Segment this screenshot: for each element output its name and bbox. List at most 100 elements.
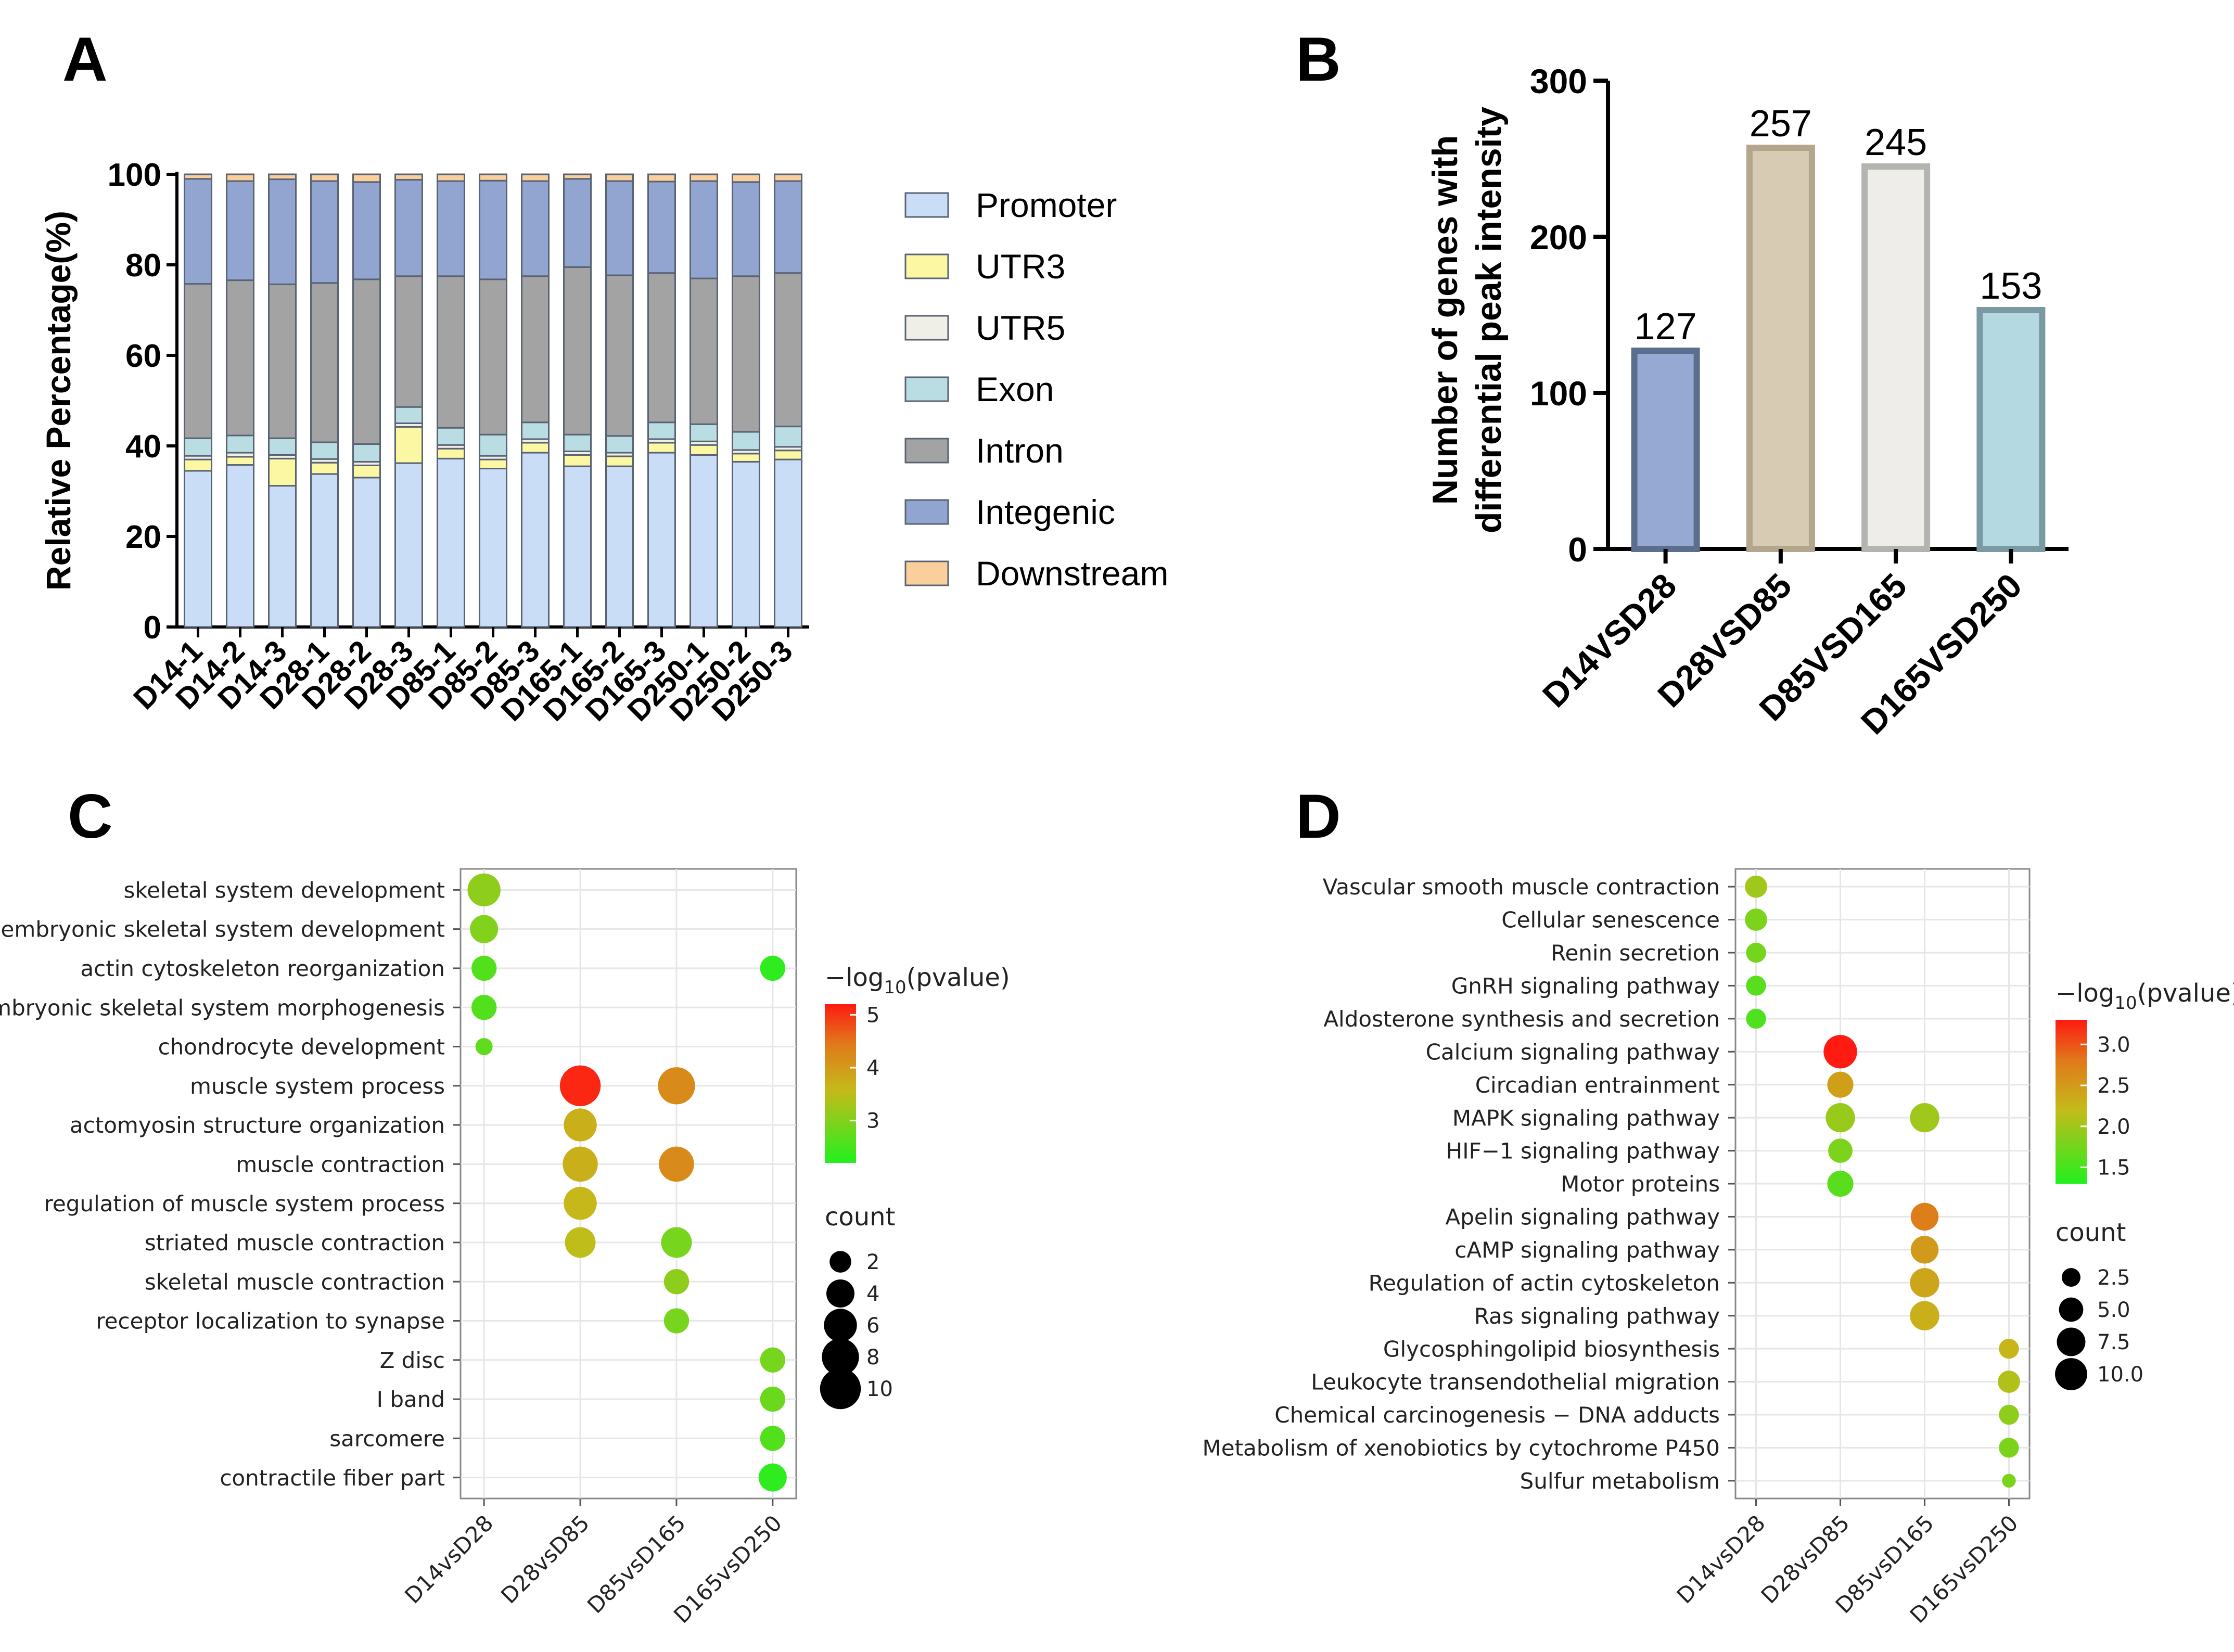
bar-segment-promoter-d250-2	[732, 460, 760, 628]
color-legend-bar	[825, 1004, 856, 1163]
size-legend-label: 8	[866, 1346, 879, 1369]
dot-d165vsd250-contractile-fiber-part	[758, 1463, 787, 1492]
y-category-label-vascular-smooth-muscle-contraction: Vascular smooth muscle contraction	[1323, 874, 1720, 900]
legend-label-downstream: Downstream	[976, 554, 1168, 593]
color-legend-title-prefix: −log	[2056, 979, 2114, 1008]
y-category-label-metabolism-of-xenobiotics-by-cytochrome-p450: Metabolism of xenobiotics by cytochrome …	[1203, 1436, 1720, 1461]
bar-segment-integenic-d250-2	[732, 181, 760, 277]
dot-d28vsd85-hif-1-signaling-pathway	[1828, 1138, 1853, 1163]
bar-segment-promoter-d165-1	[563, 465, 592, 628]
y-category-label-renin-secretion: Renin secretion	[1551, 940, 1720, 966]
size-legend-label: 4	[866, 1282, 879, 1306]
bar-value-label-d85vsd165: 245	[1865, 122, 1927, 163]
x-category-label-d85vsd165: D85vsD165	[582, 1510, 691, 1618]
bar-segment-intron-d85-2	[479, 278, 507, 436]
bar-segment-promoter-d165-2	[605, 465, 634, 628]
size-legend-label: 2.5	[2097, 1266, 2130, 1290]
bar-value-label-d28vsd85: 257	[1750, 103, 1812, 145]
bar-segment-integenic-d85-3	[521, 180, 550, 277]
y-category-label-contractile-fiber-part: contractile fiber part	[220, 1465, 445, 1491]
y-tick-label: 40	[125, 429, 161, 465]
y-category-label-receptor-localization-to-synapse: receptor localization to synapse	[96, 1309, 445, 1334]
dot-d85vsd165-regulation-of-actin-cytoskeleton	[1910, 1268, 1939, 1298]
dot-d28vsd85-striated-muscle-contraction	[565, 1227, 596, 1258]
bar-d14vsd28	[1631, 348, 1700, 552]
legend-swatch-downstream	[904, 560, 949, 586]
y-category-label-aldosterone-synthesis-and-secretion: Aldosterone synthesis and secretion	[1323, 1006, 1720, 1032]
y-category-label-regulation-of-muscle-system-process: regulation of muscle system process	[44, 1191, 445, 1216]
y-category-label-camp-signaling-pathway: cAMP signaling pathway	[1454, 1237, 1720, 1263]
dot-d85vsd165-striated-muscle-contraction	[661, 1227, 692, 1258]
bar-segment-exon-d14-2	[226, 434, 254, 454]
dot-d165vsd250-actin-cytoskeleton-reorganization	[760, 955, 786, 981]
legend-swatch-utr3	[904, 253, 949, 279]
color-legend-tick-label: 1.5	[2097, 1156, 2130, 1180]
bar-segment-exon-d85-2	[479, 433, 507, 457]
bar-segment-integenic-d250-1	[690, 180, 718, 279]
bar-segment-utr3-d28-3	[394, 426, 423, 464]
bar-segment-intron-d85-3	[521, 275, 550, 424]
panel-letter-a: A	[62, 24, 108, 94]
color-legend-bar	[2056, 1020, 2087, 1184]
y-category-label-calcium-signaling-pathway: Calcium signaling pathway	[1426, 1039, 1720, 1065]
y-category-label-hif-1-signaling-pathway: HIF−1 signaling pathway	[1446, 1138, 1720, 1164]
bar-d85vsd165	[1861, 163, 1931, 552]
y-category-label-chondrocyte-development: chondrocyte development	[158, 1034, 445, 1060]
y-category-label-motor-proteins: Motor proteins	[1561, 1171, 1720, 1197]
size-legend-label: 5.0	[2097, 1298, 2130, 1322]
color-legend-title-subscript: 10	[884, 977, 906, 998]
color-legend-tick-label: 5	[866, 1003, 879, 1027]
color-legend-title-prefix: −log	[825, 963, 884, 992]
dot-d85vsd165-ras-signaling-pathway	[1910, 1301, 1939, 1330]
dot-d14vsd28-vascular-smooth-muscle-contraction	[1745, 875, 1767, 898]
legend-label-promoter: Promoter	[976, 186, 1117, 224]
bar-segment-intron-d14-1	[184, 283, 212, 439]
size-legend-dot	[829, 1251, 851, 1273]
bar-segment-utr3-d28-2	[352, 464, 381, 479]
dot-d85vsd165-muscle-system-process	[658, 1067, 695, 1105]
bar-d165vsd250	[1976, 307, 2046, 552]
dot-d165vsd250-sarcomere	[760, 1426, 786, 1451]
dot-d28vsd85-regulation-of-muscle-system-process	[564, 1186, 597, 1220]
bar-segment-exon-d250-3	[774, 426, 802, 448]
bar-segment-downstream-d28-2	[352, 173, 381, 183]
dot-d14vsd28-embryonic-skeletal-system-morphogenesis	[471, 995, 497, 1020]
size-legend-label: 10.0	[2097, 1363, 2143, 1387]
y-category-label-glycosphingolipid-biosynthesis: Glycosphingolipid biosynthesis	[1383, 1336, 1720, 1362]
bar-segment-utr3-d165-1	[563, 454, 592, 467]
y-category-label-i-band: I band	[377, 1387, 445, 1412]
bar-segment-exon-d250-2	[732, 431, 760, 451]
bar-segment-intron-d165-1	[563, 266, 592, 436]
dot-d28vsd85-muscle-contraction	[563, 1146, 598, 1182]
y-category-label-muscle-contraction: muscle contraction	[236, 1151, 445, 1177]
bar-segment-promoter-d14-1	[184, 470, 212, 628]
panel-b-bar-chart: 0 100 200 300 Number of genes with differenti…	[1425, 62, 2069, 741]
color-legend-title-suffix: (pvalue)	[2137, 979, 2234, 1008]
bar-segment-utr3-d85-1	[437, 447, 465, 459]
dot-d85vsd165-receptor-localization-to-synapse	[663, 1308, 690, 1334]
bar-segment-utr3-d28-1	[310, 462, 339, 475]
bar-segment-downstream-d14-1	[184, 173, 212, 180]
bar-segment-integenic-d28-2	[352, 181, 381, 280]
bar-segment-exon-d14-3	[268, 437, 297, 456]
bar-segment-intron-d28-2	[352, 278, 381, 445]
bar-segment-intron-d14-3	[268, 283, 297, 439]
panel-c-dot-plot: skeletal system development embryonic ske…	[0, 868, 1010, 1628]
x-category-label-d14vsd28: D14vsD28	[1672, 1510, 1770, 1608]
bar-segment-promoter-d14-2	[226, 464, 254, 628]
bar-segment-integenic-d14-1	[184, 178, 212, 285]
bar-segment-integenic-d85-1	[437, 180, 465, 277]
size-legend-label: 6	[866, 1314, 879, 1338]
color-legend-tick-label: 4	[866, 1056, 879, 1080]
legend-label-utr3: UTR3	[976, 247, 1065, 286]
dot-d85vsd165-muscle-contraction	[659, 1146, 694, 1182]
legend-swatch-exon	[904, 376, 949, 402]
legend-label-exon: Exon	[976, 370, 1054, 408]
y-category-label-gnrh-signaling-pathway: GnRH signaling pathway	[1451, 974, 1720, 999]
dot-d165vsd250-leukocyte-transendothelial-migration	[1998, 1371, 2020, 1393]
bar-segment-utr3-d14-1	[184, 458, 212, 472]
dot-d28vsd85-calcium-signaling-pathway	[1823, 1035, 1857, 1069]
bar-segment-intron-d165-3	[647, 272, 676, 424]
dot-d14vsd28-chondrocyte-development	[475, 1038, 493, 1055]
